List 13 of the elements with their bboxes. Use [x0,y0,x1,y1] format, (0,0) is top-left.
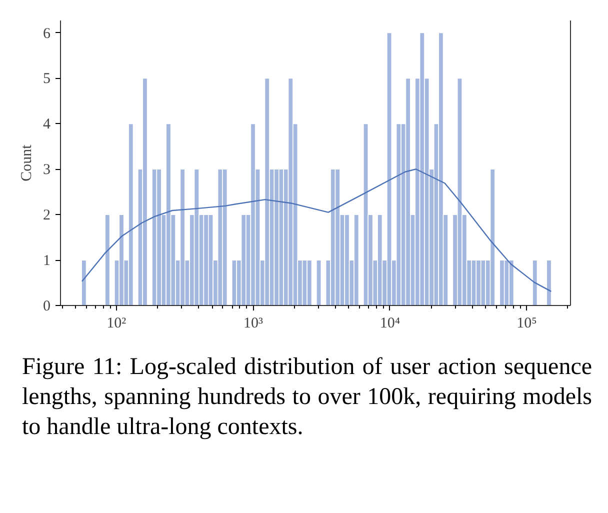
y-tick-label: 5 [43,71,50,88]
x-tick-label: 10³ [243,316,264,332]
y-tick-label: 1 [43,253,50,270]
y-axis-title: Count [19,144,35,182]
y-tick-label: 0 [43,298,50,314]
x-tick-label: 10⁵ [516,316,537,332]
y-tick-label: 6 [43,26,51,42]
caption: Figure 11: Log-scaled distribution of user action sequence lengths, spanning hundreds to over 100k, requiring models to handle ultra-long contexts. [22,353,592,442]
y-tick-label: 3 [43,162,50,178]
x-tick-label: 10² [106,316,127,332]
y-tick-label: 4 [43,116,51,133]
y-tick-label: 2 [43,208,50,224]
x-tick-label: 10⁴ [380,316,400,332]
